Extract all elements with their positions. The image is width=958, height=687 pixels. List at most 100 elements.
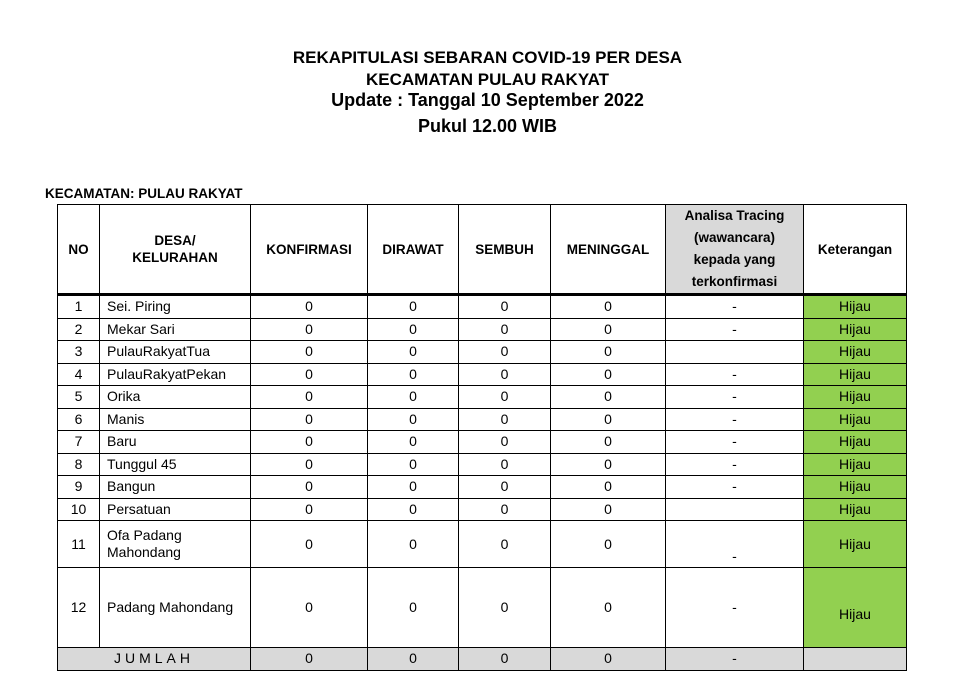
cell-tracing: -: [665, 475, 804, 499]
report-subtitle: KECAMATAN PULAU RAKYAT: [365, 70, 610, 89]
cell-konfirmasi: 0: [250, 340, 368, 364]
cell-tracing: -: [665, 317, 804, 341]
cell-sembuh: 0: [458, 497, 551, 521]
cell-konfirmasi: 0: [250, 317, 368, 341]
covid-table: NO DESA/ KELURAHAN KONFIRMASI DIRAWAT SE…: [57, 204, 907, 671]
cell-dirawat: 0: [367, 294, 459, 319]
cell-desa: PulauRakyatTua: [99, 340, 251, 364]
cell-tracing: -: [665, 294, 804, 319]
cell-sembuh: 0: [458, 294, 551, 319]
cell-keterangan: Hijau: [803, 340, 907, 364]
cell-sembuh: 0: [458, 452, 551, 476]
cell-no: 2: [57, 317, 100, 341]
cell-tracing: -: [665, 452, 804, 476]
total-meninggal: 0: [550, 647, 666, 671]
cell-meninggal: 0: [550, 430, 666, 454]
cell-desa: Padang Mahondang: [99, 567, 251, 648]
cell-konfirmasi: 0: [250, 567, 368, 648]
table-row: 9 Bangun 0 0 0 0- Hijau: [57, 475, 907, 499]
header-row: NO DESA/ KELURAHAN KONFIRMASI DIRAWAT SE…: [57, 204, 907, 296]
table-row: 8 Tunggul 45 0 0 0 0- Hijau: [57, 452, 907, 476]
col-meninggal: MENINGGAL: [550, 204, 666, 296]
cell-keterangan: Hijau: [803, 294, 907, 319]
table-row: 3 PulauRakyatTua 0 0 0 0 Hijau: [57, 340, 907, 364]
cell-desa: Persatuan: [99, 497, 251, 521]
cell-sembuh: 0: [458, 340, 551, 364]
cell-meninggal: 0: [550, 317, 666, 341]
cell-sembuh: 0: [458, 317, 551, 341]
cell-meninggal: 0: [550, 340, 666, 364]
table-row: 12 Padang Mahondang 0 0 0 0- Hijau: [57, 567, 907, 648]
cell-no: 4: [57, 362, 100, 386]
cell-dirawat: 0: [367, 497, 459, 521]
cell-keterangan: Hijau: [803, 430, 907, 454]
cell-tracing: [665, 340, 804, 364]
cell-konfirmasi: 0: [250, 407, 368, 431]
cell-dirawat: 0: [367, 340, 459, 364]
cell-meninggal: 0: [550, 452, 666, 476]
table-row: 10 Persatuan 0 0 0 0 Hijau: [57, 497, 907, 521]
cell-desa: Ofa Padang Mahondang: [99, 520, 251, 568]
cell-desa: Manis: [99, 407, 251, 431]
update-date: Update : Tanggal 10 September 2022: [331, 90, 644, 110]
cell-meninggal: 0: [550, 407, 666, 431]
cell-tracing: -: [665, 362, 804, 386]
table-row: 4 PulauRakyatPekan 0 0 0 0- Hijau: [57, 362, 907, 386]
cell-meninggal: 0: [550, 567, 666, 648]
cell-no: 12: [57, 567, 100, 648]
table-row: 1 Sei. Piring 0 0 0 0- Hijau: [57, 294, 907, 319]
cell-konfirmasi: 0: [250, 452, 368, 476]
table-row: 7 Baru 0 0 0 0- Hijau: [57, 430, 907, 454]
cell-tracing: -: [665, 407, 804, 431]
cell-meninggal: 0: [550, 497, 666, 521]
cell-desa: Baru: [99, 430, 251, 454]
table-row: 6 Manis 0 0 0 0- Hijau: [57, 407, 907, 431]
cell-dirawat: 0: [367, 430, 459, 454]
cell-no: 9: [57, 475, 100, 499]
cell-meninggal: 0: [550, 362, 666, 386]
cell-desa: Bangun: [99, 475, 251, 499]
cell-konfirmasi: 0: [250, 294, 368, 319]
cell-keterangan: Hijau: [803, 362, 907, 386]
cell-sembuh: 0: [458, 520, 551, 568]
cell-no: 7: [57, 430, 100, 454]
cell-desa: Orika: [99, 385, 251, 409]
cell-no: 8: [57, 452, 100, 476]
total-tracing: -: [665, 647, 804, 671]
cell-keterangan: Hijau: [803, 452, 907, 476]
cell-konfirmasi: 0: [250, 385, 368, 409]
cell-meninggal: 0: [550, 475, 666, 499]
cell-sembuh: 0: [458, 475, 551, 499]
cell-keterangan: Hijau: [803, 497, 907, 521]
cell-sembuh: 0: [458, 567, 551, 648]
cell-meninggal: 0: [550, 520, 666, 568]
cell-tracing: -: [665, 520, 804, 568]
cell-tracing: -: [665, 430, 804, 454]
cell-desa: Tunggul 45: [99, 452, 251, 476]
cell-konfirmasi: 0: [250, 497, 368, 521]
cell-no: 11: [57, 520, 100, 568]
cell-desa: Sei. Piring: [99, 294, 251, 319]
cell-meninggal: 0: [550, 294, 666, 319]
cell-no: 5: [57, 385, 100, 409]
cell-keterangan: Hijau: [803, 475, 907, 499]
total-dirawat: 0: [367, 647, 459, 671]
cell-keterangan: Hijau: [803, 385, 907, 409]
cell-dirawat: 0: [367, 475, 459, 499]
col-keterangan: Keterangan: [803, 204, 907, 296]
cell-dirawat: 0: [367, 452, 459, 476]
cell-dirawat: 0: [367, 385, 459, 409]
update-time: Pukul 12.00 WIB: [417, 116, 558, 136]
cell-dirawat: 0: [367, 520, 459, 568]
total-keterangan: [803, 647, 907, 671]
col-konfirmasi: KONFIRMASI: [250, 204, 368, 296]
cell-dirawat: 0: [367, 362, 459, 386]
table-row: 5 Orika 0 0 0 0- Hijau: [57, 385, 907, 409]
cell-konfirmasi: 0: [250, 430, 368, 454]
cell-sembuh: 0: [458, 362, 551, 386]
col-no: NO: [57, 204, 100, 296]
cell-konfirmasi: 0: [250, 362, 368, 386]
cell-no: 1: [57, 294, 100, 319]
cell-dirawat: 0: [367, 567, 459, 648]
table-row: 2 Mekar Sari 0 0 0 0- Hijau: [57, 317, 907, 341]
